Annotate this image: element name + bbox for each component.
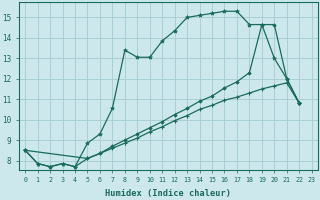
X-axis label: Humidex (Indice chaleur): Humidex (Indice chaleur) [106,189,231,198]
